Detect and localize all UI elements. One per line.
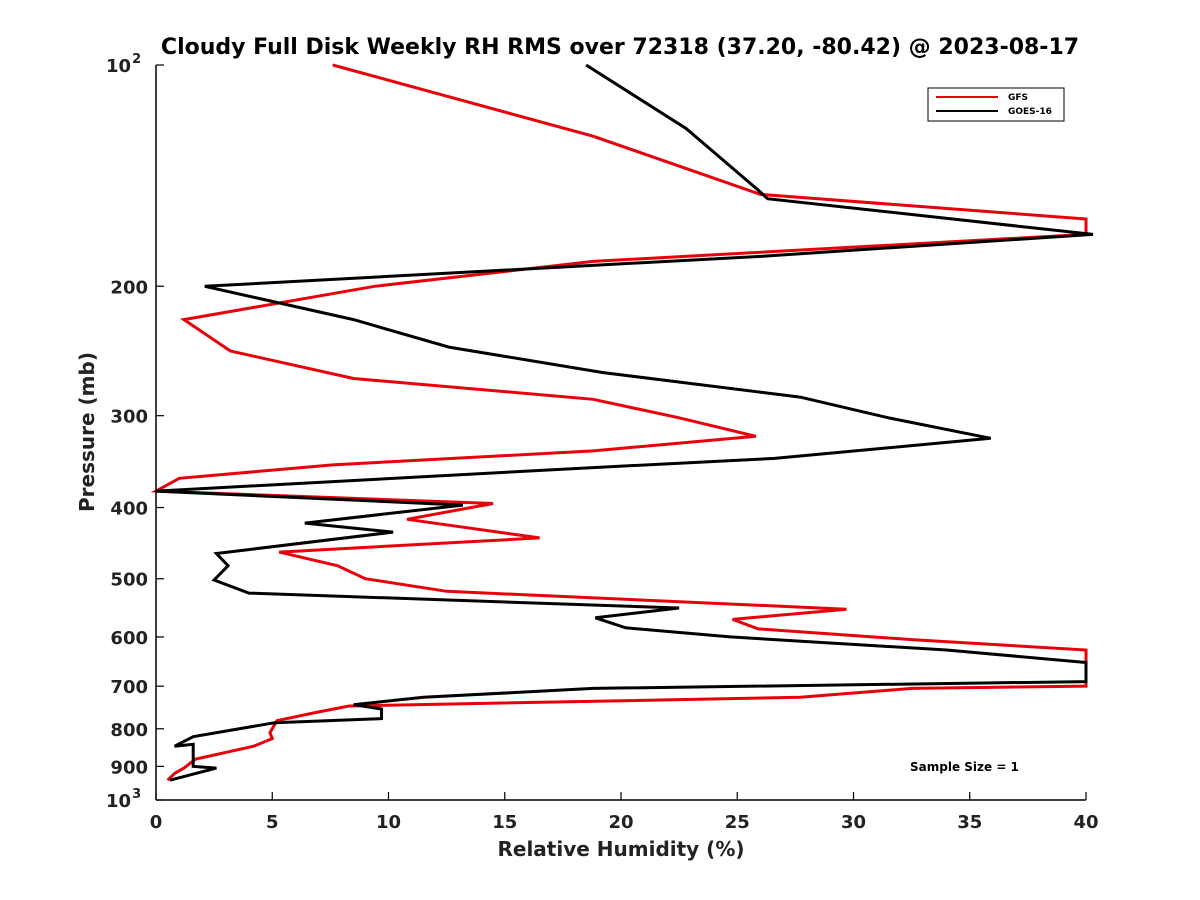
y-tick-exponent: 3 [132, 787, 141, 802]
x-tick-label: 25 [725, 812, 750, 833]
y-tick-label: 700 [110, 677, 148, 698]
x-tick-label: 30 [841, 812, 866, 833]
x-axis-label: Relative Humidity (%) [497, 837, 744, 861]
y-tick-label: 300 [110, 407, 148, 428]
y-tick-label: 200 [110, 277, 148, 298]
x-tick-label: 20 [608, 812, 633, 833]
y-tick-label: 400 [110, 499, 148, 520]
y-tick-label: 900 [110, 757, 148, 778]
x-tick-label: 40 [1073, 812, 1098, 833]
x-tick-label: 5 [266, 812, 279, 833]
legend-label-gfs: GFS [1008, 93, 1028, 103]
x-tick-label: 0 [150, 812, 163, 833]
y-tick-label: 800 [110, 720, 148, 741]
chart-title: Cloudy Full Disk Weekly RH RMS over 7231… [161, 35, 1079, 60]
x-tick-label: 15 [492, 812, 517, 833]
legend-label-goes16: GOES-16 [1008, 107, 1052, 117]
sample-size-annotation: Sample Size = 1 [910, 760, 1019, 774]
y-axis-label: Pressure (mb) [75, 352, 99, 512]
x-tick-label: 35 [957, 812, 982, 833]
y-tick-label: 600 [110, 628, 148, 649]
y-tick-label: 500 [110, 570, 148, 591]
series-layer [150, 63, 1094, 782]
series-line-goes-16 [155, 63, 1094, 782]
y-tick-exponent: 2 [132, 52, 141, 67]
legend: GFS GOES-16 [927, 87, 1065, 122]
x-tick-label: 10 [376, 812, 401, 833]
x-axis: 0 5 10 15 20 25 30 35 40 [150, 792, 1099, 833]
legend-box [927, 87, 1065, 122]
